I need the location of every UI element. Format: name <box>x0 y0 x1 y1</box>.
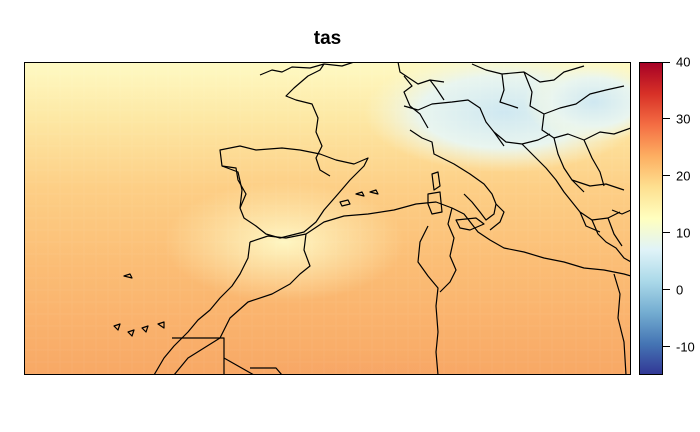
island-madeira <box>123 273 133 279</box>
colorbar-tick-label: 20 <box>676 168 691 184</box>
border-morocco <box>153 241 251 375</box>
coastlines-borders <box>113 62 631 375</box>
colorbar-tick-label: 0 <box>676 282 684 298</box>
island-canaries <box>113 321 165 337</box>
colorbar <box>639 62 663 375</box>
island-balearic <box>339 189 379 207</box>
colorbar-tick-mark <box>663 289 670 291</box>
colorbar-tick-label: 10 <box>676 225 691 241</box>
grid-cells <box>24 62 631 375</box>
colorbar-tick-mark <box>663 118 670 120</box>
coast-north-africa <box>249 201 631 277</box>
border-algeria-tunisia <box>417 225 439 375</box>
colorbar-frame <box>639 62 663 375</box>
border-alps <box>397 62 445 129</box>
colorbar-tick-label: -10 <box>676 339 695 355</box>
map-canvas <box>24 62 631 375</box>
border-morocco-algeria <box>219 233 311 339</box>
plot-title: tas <box>313 28 342 49</box>
coast-iberia <box>219 145 369 239</box>
coast-france <box>259 62 355 177</box>
colorbar-tick-label: 40 <box>676 54 691 70</box>
colorbar-gradient <box>639 62 663 375</box>
temperature-map <box>24 62 631 375</box>
island-sicily <box>455 217 485 231</box>
border-balkans <box>493 131 625 247</box>
colorbar-tick-mark <box>663 175 670 177</box>
coast-italy-north <box>403 99 505 147</box>
border-south-algeria <box>172 337 283 375</box>
coast-italy <box>409 129 505 231</box>
colorbar-tick-mark <box>663 346 670 348</box>
colorbar-tick-label: 30 <box>676 111 691 127</box>
map-frame <box>24 62 631 375</box>
border-tunisia-libya <box>439 207 457 293</box>
colorbar-tick-mark <box>663 61 670 63</box>
colorbar-tick-mark <box>663 232 670 234</box>
border-libya-egypt <box>613 273 627 375</box>
coast-greece <box>591 209 631 263</box>
colorbar-canvas <box>639 62 663 375</box>
border-central-europe <box>471 63 631 193</box>
border-portugal <box>221 165 247 209</box>
island-corsica <box>431 171 441 191</box>
